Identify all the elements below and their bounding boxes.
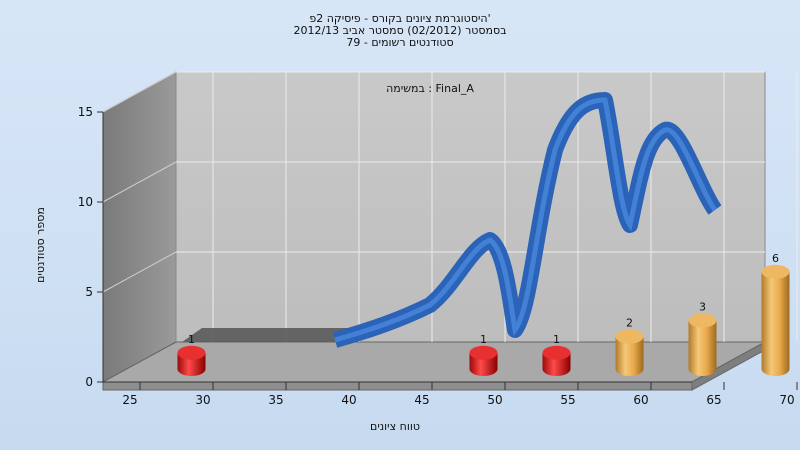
bar-3-value-label: 1 [553,333,560,346]
grid-lines [102,71,798,342]
left-wall [102,71,177,383]
bar-2 [469,345,498,376]
bar-5 [688,313,717,376]
bar-2-top [469,345,498,360]
bar-4 [615,329,644,376]
trend-ribbon [332,92,722,348]
x-tick-label-50: 50 [487,393,502,407]
bar-4-body [615,336,644,376]
x-tick-label-45: 45 [414,393,429,407]
trend-ribbon-highlight [334,97,718,343]
grid-line-left-10 [102,161,177,203]
x-tick-label-40: 40 [341,393,356,407]
x-tick-label-60: 60 [633,393,648,407]
y-tick-label-10: 10 [78,195,93,209]
bars [177,264,790,376]
chart-title-line-3: סטודנטים רשומים - 79 [346,36,453,49]
bar-6-body [761,271,790,376]
y-tick-label-15: 15 [78,105,93,119]
bar-6-top [761,264,790,279]
x-tick-label-65: 65 [706,393,721,407]
back-wall [175,71,766,343]
bar-6 [761,264,790,376]
grid-line-left-15 [102,71,177,113]
x-axis-title: טווח ציונים [370,420,420,433]
x-tick-label-30: 30 [195,393,210,407]
bar-6-value-label: 6 [772,252,779,265]
floor-front-edge [102,381,693,391]
bar-4-value-label: 2 [626,317,633,330]
y-tick-label-0: 0 [85,375,93,389]
series-inner-label: במשימה : Final_A [386,82,474,95]
bar-5-top [688,313,717,328]
bar-3 [542,345,571,376]
x-tick-label-25: 25 [122,393,137,407]
bar-1 [177,345,206,376]
y-axis-title: מספר סטודנטים [34,207,47,283]
bar-2-value-label: 1 [480,333,487,346]
bar-value-labels: 11123617147138 [188,252,779,346]
chart-title-line-1: היסטוגרמת ציונים בקורס - פיסיקה 2פ' [309,12,490,25]
bar-5-body [688,320,717,376]
bar-3-top [542,345,571,360]
bar-1-top [177,345,206,360]
bar-4-top [615,329,644,344]
x-tick-label-35: 35 [268,393,283,407]
grid-line-left-5 [102,251,177,293]
bar-5-value-label: 3 [699,300,706,313]
bar-1-value-label: 1 [188,333,195,346]
chart-title-line-2: בסמסטר (02/2012) סמסטר אביב 2012/13 [293,24,506,37]
floor-shadow-strip [182,328,372,342]
y-tick-label-5: 5 [85,285,93,299]
y-axis-ticks: 0 5 10 15 [78,105,103,389]
x-axis-ticks: 253035404550556065707580859095 [122,382,798,407]
x-tick-label-55: 55 [560,393,575,407]
x-tick-label-70: 70 [779,393,794,407]
